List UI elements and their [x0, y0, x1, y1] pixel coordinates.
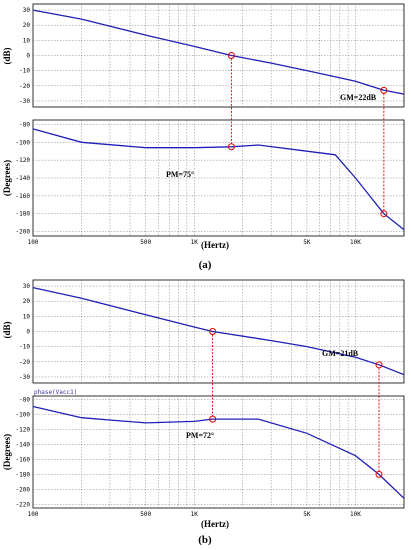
x-tick-label: 1K [191, 239, 199, 246]
margin-annotation: GM=21dB [322, 349, 359, 358]
y-tick-label: -180 [16, 211, 31, 218]
series-line [32, 128, 405, 231]
x-tick-label: 100 [28, 239, 39, 246]
y-tick-label: -20 [19, 83, 30, 90]
caption-b: (b) [198, 534, 212, 546]
crossing-marker [380, 210, 388, 218]
x-tick-label: 500 [140, 511, 151, 518]
x-tick-label: 10K [350, 511, 361, 518]
y-tick-label: -200 [16, 486, 31, 493]
margin-annotation: GM=22dB [340, 93, 377, 102]
series-line [32, 9, 405, 95]
y-tick-label: -220 [16, 501, 31, 508]
x-axis-label-b: (Hertz) [201, 519, 229, 529]
panel-3: -80 -100 -120 -140 -160 -180 -200 -220 (Degrees)… [2, 389, 405, 518]
y-tick-label: 30 [23, 283, 31, 290]
margin-annotation: PM=75° [166, 170, 194, 179]
y-axis-label: (dB) [2, 47, 12, 64]
y-tick-label: -180 [16, 471, 31, 478]
x-tick-label: 500 [140, 239, 151, 246]
y-tick-label: 20 [23, 298, 31, 305]
y-tick-label: -80 [19, 397, 30, 404]
y-tick-label: -30 [19, 374, 30, 381]
y-tick-label: -100 [16, 412, 31, 419]
panel-1: -80 -100 -120 -140 -160 -180 -200 (Degrees) 100 5… [2, 119, 405, 246]
y-tick-label: -10 [19, 68, 30, 75]
y-tick-label: -20 [19, 359, 30, 366]
y-tick-label: -100 [16, 139, 31, 146]
x-axis-label-a: (Hertz) [201, 240, 229, 250]
x-tick-label: 5K [303, 239, 311, 246]
caption-a: (a) [199, 259, 212, 271]
crossing-marker [375, 470, 383, 478]
y-tick-label: -200 [16, 229, 31, 236]
plot-frame [32, 395, 405, 509]
y-tick-label: 10 [23, 37, 31, 44]
y-tick-label: -120 [16, 157, 31, 164]
y-tick-label: -140 [16, 175, 31, 182]
y-tick-label: -160 [16, 456, 31, 463]
x-tick-label: 10K [350, 239, 361, 246]
series-line [32, 286, 405, 376]
y-axis-label: (dB) [2, 321, 12, 338]
panel-2: 30 20 10 0 -10 -20 -30 (dB) GM=21dB [2, 279, 405, 384]
y-axis-label: (Degrees) [2, 434, 12, 470]
panel-0: 30 20 10 0 -10 -20 -30 (dB) GM=22dB [2, 3, 405, 108]
trace-tag: phase(Vacc1) [34, 389, 77, 396]
y-tick-label: 0 [26, 53, 30, 60]
margin-annotation: PM=72° [186, 431, 214, 440]
y-tick-label: -30 [19, 98, 30, 105]
y-tick-label: -160 [16, 193, 31, 200]
x-tick-label: 5K [303, 511, 311, 518]
series-line [32, 405, 405, 499]
y-tick-label: 0 [26, 329, 30, 336]
y-tick-label: 10 [23, 313, 31, 320]
x-tick-label: 1K [191, 511, 199, 518]
x-tick-label: 100 [28, 511, 39, 518]
y-axis-label: (Degrees) [2, 160, 12, 196]
y-tick-label: -10 [19, 344, 30, 351]
y-tick-label: -80 [19, 121, 30, 128]
y-tick-label: -120 [16, 427, 31, 434]
y-tick-label: -140 [16, 442, 31, 449]
y-tick-label: 20 [23, 22, 31, 29]
y-tick-label: 30 [23, 7, 31, 14]
